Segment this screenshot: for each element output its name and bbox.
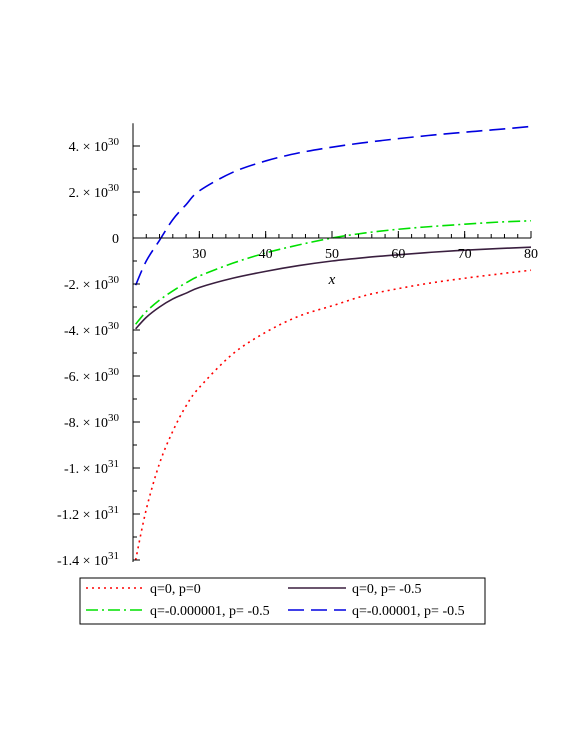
y-tick-label: -8. × 1030 — [64, 412, 120, 431]
y-tick-label: 4. × 1030 — [69, 136, 120, 155]
series-line-3 — [135, 219, 532, 325]
legend-label-3: q=-0.000001, p= -0.5 — [150, 604, 270, 619]
y-tick-label: -1.4 × 1031 — [57, 550, 119, 569]
chart-legend: q=0, p=0 q=0, p= -0.5 q=-0.000001, p= -0.5… — [79, 577, 486, 625]
series-line-4 — [134, 125, 532, 286]
y-tick-label: -1. × 1031 — [64, 458, 119, 477]
x-tick-label: 50 — [325, 247, 339, 262]
y-tick-label: -2. × 1030 — [64, 274, 120, 293]
series-line-1 — [134, 269, 532, 561]
y-tick-label: 2. × 1030 — [69, 182, 120, 201]
x-tick-label: 30 — [192, 247, 206, 262]
series-line-2 — [135, 246, 532, 330]
legend-label-4: q=-0.00001, p= -0.5 — [352, 604, 465, 619]
x-tick-label: 80 — [524, 247, 538, 262]
chart-axes: 4. × 1030 2. × 1030 0 -2. × 1030 -4. × 1030 -… — [57, 123, 538, 569]
y-tick-label: -6. × 1030 — [64, 366, 120, 385]
chart-series-group — [134, 125, 532, 561]
legend-label-2: q=0, p= -0.5 — [352, 582, 421, 597]
x-tick-label: 70 — [458, 247, 472, 262]
x-axis-title: x — [328, 272, 336, 288]
legend-box — [79, 577, 486, 625]
y-tick-label: -4. × 1030 — [64, 320, 120, 339]
y-tick-label: -1.2 × 1031 — [57, 504, 119, 523]
x-tick-label: 60 — [391, 247, 405, 262]
y-tick-label: 0 — [112, 232, 119, 247]
x-tick-label: 40 — [259, 247, 273, 262]
legend-label-1: q=0, p=0 — [150, 582, 201, 597]
